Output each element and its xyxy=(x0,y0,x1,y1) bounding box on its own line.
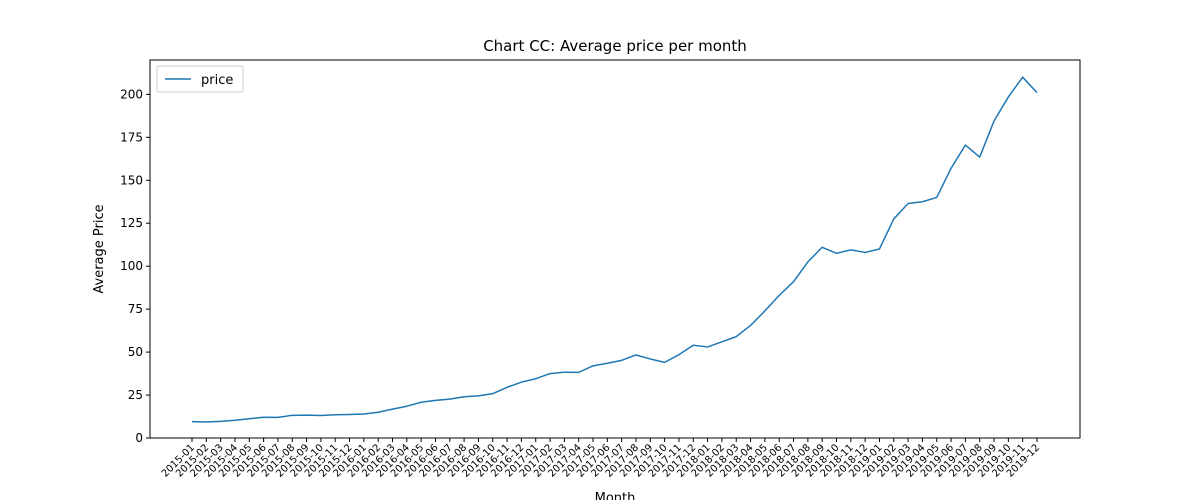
data-point xyxy=(806,260,809,263)
data-point xyxy=(978,156,981,159)
data-point xyxy=(319,414,322,417)
data-point xyxy=(534,377,537,380)
data-point xyxy=(448,398,451,401)
y-axis: 0 25 50 75 100 125 150 175 200 xyxy=(120,87,150,445)
data-point xyxy=(233,419,236,422)
data-point xyxy=(935,196,938,199)
data-point xyxy=(620,359,623,362)
data-point xyxy=(878,248,881,251)
y-tick-label: 50 xyxy=(128,345,143,359)
data-point xyxy=(362,412,365,415)
data-point xyxy=(849,248,852,251)
data-point xyxy=(334,413,337,416)
data-point xyxy=(706,345,709,348)
data-point xyxy=(720,340,723,343)
data-point xyxy=(749,324,752,327)
y-tick-label: 175 xyxy=(120,130,143,144)
data-point xyxy=(506,386,509,389)
data-point xyxy=(191,420,194,423)
x-axis-label: Month xyxy=(595,491,636,500)
data-point xyxy=(950,167,953,170)
data-point xyxy=(606,362,609,365)
legend-label-price: price xyxy=(201,73,233,88)
data-point xyxy=(677,353,680,356)
data-point xyxy=(864,251,867,254)
data-point xyxy=(219,420,222,423)
data-point xyxy=(907,202,910,205)
data-point xyxy=(305,414,308,417)
data-point xyxy=(592,364,595,367)
data-point xyxy=(463,395,466,398)
data-point xyxy=(1021,76,1024,79)
data-point xyxy=(434,399,437,402)
data-point xyxy=(821,246,824,249)
data-point xyxy=(649,357,652,360)
data-point xyxy=(520,381,523,384)
data-point xyxy=(420,401,423,404)
y-tick-label: 125 xyxy=(120,216,143,230)
data-point xyxy=(792,280,795,283)
data-point xyxy=(491,392,494,395)
plot-area xyxy=(149,59,1081,439)
series-layer xyxy=(191,76,1039,424)
data-point xyxy=(348,413,351,416)
data-point xyxy=(964,144,967,147)
data-point xyxy=(291,414,294,417)
y-tick-label: 100 xyxy=(120,259,143,273)
data-point xyxy=(892,217,895,220)
chart-title: Chart CC: Average price per month xyxy=(483,37,747,55)
y-tick-label: 25 xyxy=(128,388,143,402)
y-tick-label: 150 xyxy=(120,173,143,187)
data-point xyxy=(1036,91,1039,94)
x-axis: 2015-012015-022015-032015-042015-052015-… xyxy=(160,438,1042,480)
data-point xyxy=(763,309,766,312)
data-point xyxy=(993,119,996,122)
data-point xyxy=(262,416,265,419)
data-point xyxy=(692,344,695,347)
data-point xyxy=(1007,95,1010,98)
data-point xyxy=(563,371,566,374)
legend-box xyxy=(156,65,244,93)
data-point xyxy=(835,252,838,255)
data-point xyxy=(663,361,666,364)
data-point xyxy=(248,417,251,420)
y-tick-label: 200 xyxy=(120,87,143,101)
series-line-price xyxy=(191,76,1038,423)
data-point xyxy=(549,372,552,375)
data-point xyxy=(921,200,924,203)
y-axis-label: Average Price xyxy=(92,204,107,293)
legend: price xyxy=(156,65,244,93)
data-point xyxy=(405,405,408,408)
data-point xyxy=(205,421,208,424)
data-point xyxy=(477,394,480,397)
data-point xyxy=(778,294,781,297)
data-point xyxy=(276,416,279,419)
data-point xyxy=(377,411,380,414)
data-point xyxy=(391,408,394,411)
data-point xyxy=(577,371,580,374)
y-tick-label: 75 xyxy=(128,302,143,316)
y-tick-label: 0 xyxy=(135,431,143,445)
data-point xyxy=(634,354,637,357)
data-point xyxy=(735,335,738,338)
